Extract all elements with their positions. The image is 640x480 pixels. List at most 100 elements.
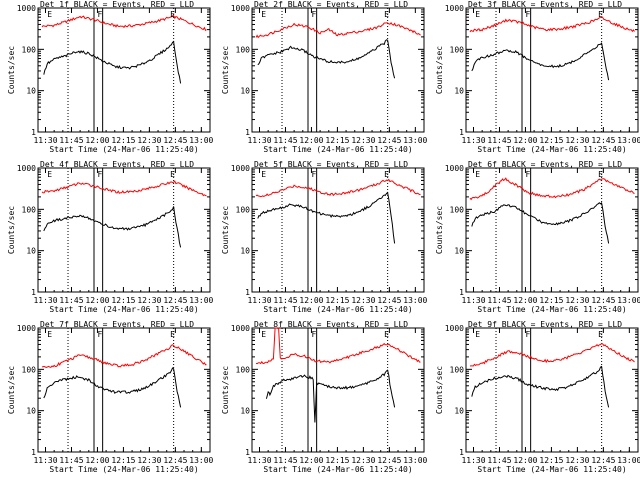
y-tick-label: 1000 bbox=[231, 4, 250, 13]
chart-title: Det 8f BLACK = Events, RED = LLD bbox=[254, 320, 408, 329]
y-tick-label: 100 bbox=[450, 365, 465, 374]
series-line-black-events bbox=[471, 201, 610, 244]
x-tick-label: 12:45 bbox=[591, 296, 615, 305]
x-axis-label: Start Time (24-Mar-06 11:25:40) bbox=[49, 305, 198, 314]
y-axis-label: Counts/sec bbox=[221, 366, 230, 414]
y-tick-label: 10 bbox=[454, 407, 464, 416]
x-axis-label: Start Time (24-Mar-06 11:25:40) bbox=[263, 305, 412, 314]
x-tick-label: 11:45 bbox=[59, 136, 83, 145]
y-tick-label: 1000 bbox=[445, 324, 464, 333]
chart-title: Det 1f BLACK = Events, RED = LLD bbox=[40, 0, 194, 9]
chart-title: Det 4f BLACK = Events, RED = LLD bbox=[40, 160, 194, 169]
x-tick-label: 12:00 bbox=[513, 296, 537, 305]
marker-label-E: E bbox=[261, 10, 266, 19]
y-tick-label: 100 bbox=[22, 45, 37, 54]
chart-panel-4: Det 4f BLACK = Events, RED = LLD 1 10 100 10… bbox=[7, 160, 214, 314]
x-tick-label: 11:45 bbox=[273, 296, 297, 305]
series-line-red-lld bbox=[469, 177, 635, 201]
y-tick-label: 1000 bbox=[231, 164, 250, 173]
x-tick-label: 12:15 bbox=[325, 456, 349, 465]
x-tick-label: 12:45 bbox=[377, 296, 401, 305]
y-tick-label: 1 bbox=[459, 128, 464, 137]
x-tick-label: 12:15 bbox=[539, 456, 563, 465]
series-line-red-lld bbox=[469, 342, 635, 367]
x-tick-label: 13:00 bbox=[189, 456, 213, 465]
y-tick-label: 1 bbox=[31, 288, 36, 297]
x-tick-label: 12:00 bbox=[299, 136, 323, 145]
plot-frame bbox=[251, 327, 425, 453]
marker-label-F: F bbox=[311, 10, 316, 19]
y-tick-label: 1 bbox=[459, 448, 464, 457]
series-line-black-events bbox=[257, 39, 396, 79]
marker-label-E: E bbox=[475, 10, 480, 19]
y-axis-label: Counts/sec bbox=[7, 366, 16, 414]
x-tick-label: 12:45 bbox=[163, 296, 187, 305]
x-tick-label: 12:15 bbox=[539, 136, 563, 145]
series-line-red-lld bbox=[255, 21, 421, 39]
x-tick-label: 13:00 bbox=[617, 296, 640, 305]
marker-label-F: F bbox=[97, 170, 102, 179]
marker-label-F: F bbox=[525, 10, 530, 19]
chart-panel-5: Det 5f BLACK = Events, RED = LLD 1 10 100 10… bbox=[221, 160, 428, 314]
series-line-black-events bbox=[43, 206, 182, 248]
marker-label-E: E bbox=[170, 330, 175, 339]
plot-frame bbox=[465, 7, 639, 133]
y-axis-label: Counts/sec bbox=[435, 46, 444, 94]
marker-label-E: E bbox=[170, 10, 175, 19]
y-tick-label: 100 bbox=[22, 205, 37, 214]
y-tick-label: 10 bbox=[240, 247, 250, 256]
x-tick-label: 11:45 bbox=[487, 456, 511, 465]
y-tick-label: 1000 bbox=[231, 324, 250, 333]
x-tick-label: 12:30 bbox=[351, 456, 375, 465]
chart-panel-9: Det 9f BLACK = Events, RED = LLD 1 10 100 10… bbox=[435, 320, 640, 474]
x-tick-label: 11:30 bbox=[461, 136, 485, 145]
y-tick-label: 1 bbox=[31, 128, 36, 137]
x-tick-label: 12:00 bbox=[85, 136, 109, 145]
x-tick-label: 11:30 bbox=[247, 136, 271, 145]
x-tick-label: 12:15 bbox=[111, 136, 135, 145]
x-tick-label: 12:00 bbox=[513, 136, 537, 145]
marker-label-F: F bbox=[525, 170, 530, 179]
x-tick-label: 12:00 bbox=[513, 456, 537, 465]
chart-panel-6: Det 6f BLACK = Events, RED = LLD 1 10 100 10… bbox=[435, 160, 640, 314]
x-tick-label: 11:30 bbox=[33, 296, 57, 305]
x-tick-label: 12:15 bbox=[325, 136, 349, 145]
y-tick-label: 10 bbox=[454, 87, 464, 96]
x-tick-label: 13:00 bbox=[403, 456, 427, 465]
x-tick-label: 12:30 bbox=[565, 456, 589, 465]
plot-frame bbox=[251, 7, 425, 133]
y-tick-label: 1 bbox=[245, 448, 250, 457]
marker-label-E: E bbox=[384, 170, 389, 179]
marker-label-E: E bbox=[384, 10, 389, 19]
x-tick-label: 12:45 bbox=[591, 456, 615, 465]
x-tick-label: 12:15 bbox=[539, 296, 563, 305]
x-tick-label: 12:45 bbox=[591, 136, 615, 145]
plot-frame bbox=[37, 7, 211, 133]
x-tick-label: 11:30 bbox=[247, 296, 271, 305]
x-axis-label: Start Time (24-Mar-06 11:25:40) bbox=[263, 465, 412, 474]
marker-label-F: F bbox=[525, 330, 530, 339]
y-tick-label: 10 bbox=[240, 87, 250, 96]
marker-label-E: E bbox=[475, 330, 480, 339]
y-axis-label: Counts/sec bbox=[221, 206, 230, 254]
series-line-red-lld bbox=[41, 180, 207, 197]
chart-panel-1: Det 1f BLACK = Events, RED = LLD 1 10 100 10… bbox=[7, 0, 214, 154]
y-axis-label: Counts/sec bbox=[7, 46, 16, 94]
x-tick-label: 12:00 bbox=[299, 296, 323, 305]
marker-label-E: E bbox=[47, 170, 52, 179]
marker-label-E: E bbox=[384, 330, 389, 339]
x-axis-label: Start Time (24-Mar-06 11:25:40) bbox=[477, 465, 626, 474]
plot-frame bbox=[465, 327, 639, 453]
x-tick-label: 12:30 bbox=[137, 296, 161, 305]
x-tick-label: 12:30 bbox=[137, 456, 161, 465]
marker-label-E: E bbox=[47, 10, 52, 19]
x-axis-label: Start Time (24-Mar-06 11:25:40) bbox=[263, 145, 412, 154]
x-tick-label: 12:45 bbox=[163, 456, 187, 465]
chart-title: Det 9f BLACK = Events, RED = LLD bbox=[468, 320, 622, 329]
x-tick-label: 11:45 bbox=[273, 456, 297, 465]
y-tick-label: 100 bbox=[236, 365, 251, 374]
series-line-black-events bbox=[471, 42, 610, 81]
chart-title: Det 5f BLACK = Events, RED = LLD bbox=[254, 160, 408, 169]
marker-label-F: F bbox=[97, 10, 102, 19]
x-tick-label: 12:00 bbox=[299, 456, 323, 465]
